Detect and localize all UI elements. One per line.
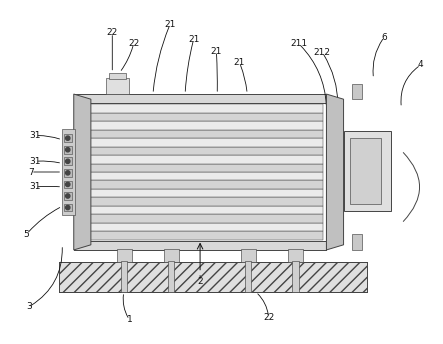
Text: 7: 7	[28, 168, 34, 176]
Circle shape	[66, 159, 70, 163]
Text: 6: 6	[381, 33, 387, 42]
Bar	[64, 204, 72, 212]
Bar	[64, 169, 72, 177]
Text: 21: 21	[211, 47, 222, 56]
Bar	[106, 78, 129, 94]
Text: 212: 212	[314, 47, 330, 56]
Bar	[64, 158, 72, 165]
Polygon shape	[74, 94, 91, 250]
Bar	[117, 249, 132, 262]
Bar	[77, 155, 323, 163]
Bar	[288, 249, 303, 262]
Bar	[77, 147, 323, 155]
Bar	[64, 146, 72, 153]
Circle shape	[66, 148, 70, 152]
Bar	[352, 234, 361, 250]
Bar	[77, 163, 323, 172]
Text: 31: 31	[29, 182, 41, 192]
Bar	[121, 261, 127, 292]
Bar	[77, 189, 323, 197]
Text: 31: 31	[29, 131, 41, 140]
Text: 21: 21	[164, 20, 176, 29]
Bar	[77, 197, 323, 206]
Text: 22: 22	[263, 313, 274, 322]
Bar	[62, 129, 75, 215]
Circle shape	[66, 136, 70, 140]
Bar	[109, 73, 125, 79]
Bar	[74, 94, 326, 104]
Text: 21: 21	[188, 35, 199, 44]
Bar	[64, 181, 72, 188]
Circle shape	[66, 205, 70, 210]
Bar	[352, 84, 361, 99]
Bar	[168, 261, 175, 292]
Bar	[77, 214, 323, 223]
Bar	[241, 249, 256, 262]
Text: 5: 5	[24, 229, 30, 239]
Text: 2: 2	[197, 277, 203, 286]
Bar	[77, 181, 323, 189]
Polygon shape	[326, 94, 344, 250]
Bar	[64, 192, 72, 200]
Bar	[59, 262, 367, 292]
Bar	[163, 249, 179, 262]
Bar	[77, 172, 323, 181]
Circle shape	[66, 182, 70, 186]
Text: 4: 4	[418, 61, 424, 69]
Bar	[344, 131, 391, 211]
Bar	[350, 138, 381, 204]
Bar	[77, 138, 323, 147]
Bar	[77, 206, 323, 214]
Circle shape	[66, 171, 70, 175]
Bar	[77, 113, 323, 121]
Text: 3: 3	[26, 302, 31, 311]
Circle shape	[66, 194, 70, 198]
Bar	[77, 223, 323, 231]
Bar	[64, 134, 72, 142]
Bar	[245, 261, 252, 292]
Bar	[77, 130, 323, 138]
Text: 1: 1	[127, 315, 132, 324]
Text: 22: 22	[128, 39, 140, 48]
Text: 22: 22	[107, 28, 118, 37]
Bar	[292, 261, 299, 292]
Text: 211: 211	[290, 39, 307, 48]
Bar	[74, 240, 326, 250]
Bar	[77, 121, 323, 130]
Bar	[77, 104, 323, 113]
Bar	[77, 231, 323, 240]
Text: 21: 21	[234, 58, 245, 67]
Text: 31: 31	[29, 157, 41, 166]
